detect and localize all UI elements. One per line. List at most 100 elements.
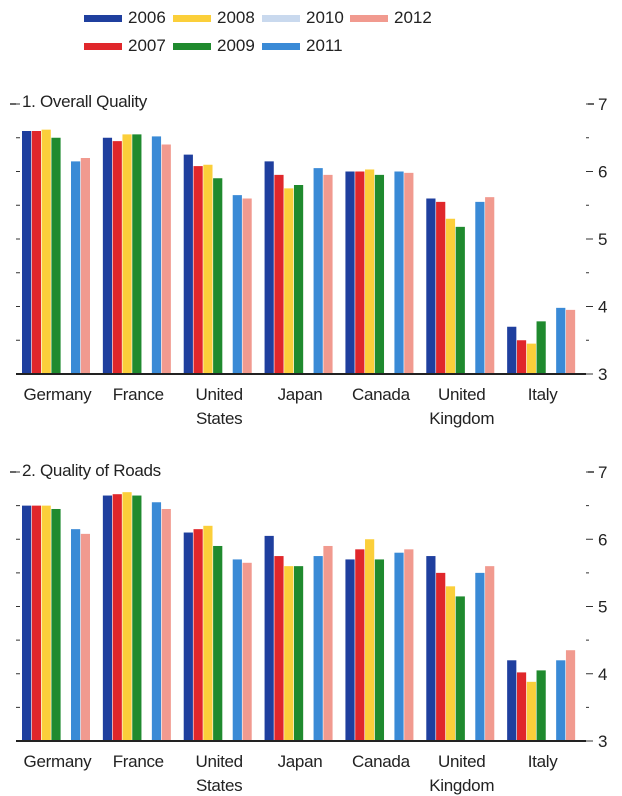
bar-2008-japan <box>284 566 294 741</box>
category-label: Canada <box>352 752 411 771</box>
bar-2009-united-kingdom <box>455 226 465 374</box>
bar-2009-italy <box>536 321 546 374</box>
legend-swatch-2007 <box>84 42 122 50</box>
category-label: Japan <box>278 385 323 404</box>
y-tick-label: 3 <box>598 732 607 751</box>
bar-2012-united-states <box>242 198 252 374</box>
legend-item-2009: 2009 <box>173 36 255 56</box>
bar-2011-united-kingdom <box>475 572 485 741</box>
bar-2006-france <box>102 137 113 374</box>
category-label: States <box>196 409 242 428</box>
y-tick-label: 7 <box>598 95 607 114</box>
bar-2007-japan <box>274 556 284 741</box>
bar-2008-germany <box>41 505 51 741</box>
bar-2009-canada <box>374 174 385 374</box>
bar-2007-canada <box>355 549 365 741</box>
overall-quality-chart: 3 4 5 6 7 Germany France United States Japan Canad… <box>10 95 607 428</box>
bar-2009-canada <box>374 559 385 741</box>
legend-label-2011: 2011 <box>306 36 343 55</box>
bar-2008-canada <box>365 169 375 374</box>
bar-2012-italy <box>565 650 576 741</box>
chart-legend: 2006 2007 2008 2009 2010 2011 2012 <box>0 0 622 70</box>
overall-quality-panel: 1. Overall Quality 3 4 5 6 7 Germany France Uni… <box>0 88 622 438</box>
bar-2006-canada <box>345 171 355 374</box>
category-label: France <box>113 752 164 771</box>
bar-2007-united-kingdom <box>436 572 446 741</box>
legend-item-2008: 2008 <box>173 8 255 28</box>
bar-2009-france <box>132 495 142 741</box>
bar-2012-germany <box>80 158 90 374</box>
bar-2007-united-kingdom <box>436 201 446 374</box>
y-tick-label: 6 <box>598 530 607 549</box>
bar-2007-canada <box>355 171 365 374</box>
legend-swatch-2012 <box>350 14 388 22</box>
bar-2007-italy <box>516 672 527 741</box>
panel-title-quality-of-roads: 2. Quality of Roads <box>22 461 161 480</box>
legend-swatch-2008 <box>173 14 211 22</box>
legend-swatch-2011 <box>262 42 300 50</box>
legend-label-2012: 2012 <box>394 8 432 27</box>
bar-2011-japan <box>313 556 323 741</box>
bar-2009-italy <box>536 670 546 741</box>
bar-2007-france <box>112 494 122 741</box>
bar-2008-france <box>122 492 132 741</box>
bar-2007-germany <box>31 131 41 374</box>
bar-2007-italy <box>516 340 527 374</box>
bar-2011-united-states <box>232 559 242 741</box>
bar-2006-germany <box>22 505 32 741</box>
bar-2007-united-states <box>193 529 203 741</box>
bar-2007-united-states <box>193 166 203 374</box>
bar-2011-italy <box>556 307 566 374</box>
bar-2008-united-kingdom <box>445 586 456 741</box>
legend-label-2006: 2006 <box>128 8 166 27</box>
category-label: Germany <box>24 752 93 771</box>
category-label: Kingdom <box>429 409 494 428</box>
legend-item-2012: 2012 <box>350 8 432 28</box>
bar-2009-germany <box>51 137 61 374</box>
legend-label-2008: 2008 <box>217 8 255 27</box>
y-tick-label: 4 <box>598 298 607 317</box>
bar-2012-canada <box>404 549 414 741</box>
bar-2011-germany <box>71 161 81 374</box>
bar-2009-united-states <box>213 545 223 741</box>
bar-2008-japan <box>284 188 294 374</box>
bar-2007-japan <box>274 174 284 374</box>
category-label: France <box>113 385 164 404</box>
legend-swatch-2006 <box>84 14 122 22</box>
category-label: Canada <box>352 385 411 404</box>
bar-2008-united-states <box>203 525 213 741</box>
bar-2006-germany <box>22 131 32 374</box>
bar-2008-united-states <box>203 164 213 374</box>
bar-2012-united-states <box>242 562 252 741</box>
bar-2006-united-states <box>183 532 193 741</box>
legend-swatch-2009 <box>173 42 211 50</box>
category-label: Germany <box>24 385 93 404</box>
bar-2011-germany <box>71 529 81 741</box>
panel-title-overall-quality: 1. Overall Quality <box>22 92 147 111</box>
bar-2007-france <box>112 141 122 374</box>
bar-2011-canada <box>394 552 404 741</box>
category-label: Japan <box>278 752 323 771</box>
bar-2011-canada <box>394 171 404 374</box>
category-label: United <box>438 385 485 404</box>
bar-2006-united-kingdom <box>426 556 436 741</box>
bar-2009-united-kingdom <box>455 596 465 741</box>
bar-2012-japan <box>323 174 333 374</box>
legend-item-2007: 2007 <box>84 36 166 56</box>
bar-2009-japan <box>293 185 304 374</box>
bar-2012-italy <box>565 309 576 374</box>
bar-2006-japan <box>264 161 274 374</box>
y-tick-label: 5 <box>598 230 607 249</box>
bar-2006-canada <box>345 559 355 741</box>
bar-2012-france <box>161 508 171 741</box>
legend-item-2011: 2011 <box>262 36 343 56</box>
legend-label-2009: 2009 <box>217 36 255 55</box>
bar-2009-japan <box>293 566 304 741</box>
bar-2009-united-states <box>213 178 223 374</box>
bar-2012-germany <box>80 533 90 741</box>
bar-2011-italy <box>556 660 566 741</box>
bar-2012-united-kingdom <box>485 566 495 741</box>
category-label: States <box>196 776 242 795</box>
quality-of-roads-panel: 2. Quality of Roads 3 4 5 6 7 Germany France Un… <box>0 455 622 796</box>
bar-2012-france <box>161 144 171 374</box>
